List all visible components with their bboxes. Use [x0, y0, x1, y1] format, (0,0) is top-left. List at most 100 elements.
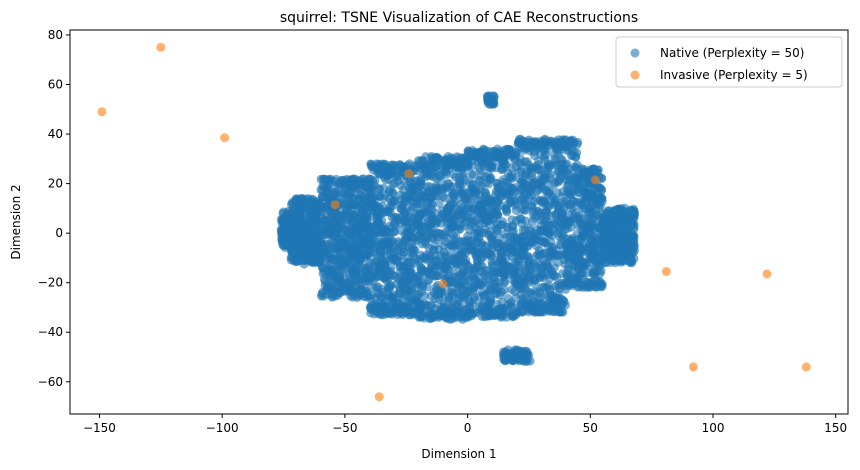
native-point — [487, 257, 497, 267]
native-point — [427, 233, 437, 242]
native-point — [499, 163, 509, 173]
native-point — [469, 282, 479, 292]
native-point — [414, 210, 424, 219]
native-point — [475, 200, 485, 210]
native-point — [455, 220, 465, 230]
native-point — [450, 272, 460, 282]
chart-title: squirrel: TSNE Visualization of CAE Reco… — [280, 10, 638, 26]
native-point — [385, 307, 395, 317]
native-point — [598, 256, 608, 265]
native-point — [382, 250, 392, 260]
native-point — [559, 138, 569, 148]
y-axis-ticks: −60 −40 −20 0 20 40 60 80 — [38, 28, 70, 389]
native-point — [303, 198, 312, 208]
native-point — [511, 206, 521, 215]
native-point — [393, 310, 403, 320]
x-tick-label: 150 — [824, 421, 847, 435]
native-point — [552, 188, 562, 198]
native-point — [488, 214, 498, 223]
native-point — [571, 214, 581, 224]
native-point — [407, 269, 417, 279]
native-point — [602, 232, 612, 242]
native-point — [477, 157, 487, 167]
native-point — [629, 220, 639, 229]
native-point — [336, 228, 345, 238]
native-point — [385, 207, 395, 217]
native-point — [485, 249, 495, 259]
native-point — [461, 194, 471, 204]
native-point — [375, 252, 384, 262]
native-point — [415, 299, 425, 309]
native-point — [442, 313, 452, 323]
native-point — [548, 138, 557, 148]
native-point — [415, 255, 425, 265]
native-point — [505, 243, 515, 253]
native-point — [414, 219, 424, 229]
native-point — [505, 197, 515, 207]
native-point — [510, 268, 519, 278]
native-point — [337, 175, 347, 185]
native-point — [482, 241, 492, 251]
native-point — [316, 291, 326, 301]
y-tick-label: 80 — [48, 28, 63, 42]
native-point — [515, 213, 525, 223]
native-point — [609, 245, 619, 255]
native-point — [345, 263, 355, 273]
native-point — [367, 253, 377, 263]
native-point — [346, 277, 356, 287]
native-point — [452, 162, 462, 172]
native-point — [364, 202, 374, 212]
native-point — [552, 250, 562, 260]
native-point — [598, 240, 608, 250]
native-point — [530, 300, 540, 310]
native-point — [530, 151, 539, 161]
invasive-point — [762, 269, 772, 279]
native-point — [356, 190, 366, 200]
native-point — [508, 311, 517, 321]
native-point — [375, 169, 385, 179]
native-point — [419, 192, 429, 201]
y-tick-label: 0 — [55, 226, 63, 240]
native-point — [554, 284, 564, 294]
native-point — [482, 208, 492, 218]
native-point — [287, 247, 297, 257]
native-point — [463, 311, 473, 321]
native-point — [414, 271, 424, 281]
native-point — [395, 218, 405, 228]
native-point — [285, 237, 295, 247]
native-point — [441, 233, 451, 243]
native-point — [459, 290, 469, 300]
native-point — [363, 183, 372, 193]
native-point — [526, 164, 536, 174]
native-point — [584, 282, 594, 292]
native-point — [536, 181, 545, 191]
native-point — [484, 95, 494, 105]
plot-frame — [69, 29, 849, 415]
native-point — [523, 349, 533, 359]
native-point — [532, 139, 542, 149]
native-point — [519, 251, 529, 261]
native-point — [430, 241, 439, 251]
native-point — [516, 283, 526, 293]
native-point — [540, 135, 550, 145]
native-point — [607, 211, 617, 221]
native-point — [469, 292, 479, 302]
invasive-points — [97, 42, 811, 402]
native-point — [437, 206, 447, 216]
native-point — [625, 205, 635, 215]
native-point — [531, 241, 541, 251]
native-point — [294, 219, 304, 229]
native-point — [505, 232, 515, 242]
native-point — [463, 231, 473, 241]
native-point — [539, 196, 549, 206]
native-point — [384, 241, 394, 251]
y-axis-label: Dimension 2 — [9, 184, 23, 259]
native-point — [572, 262, 582, 272]
native-point — [578, 182, 588, 192]
native-point — [476, 280, 486, 290]
native-point — [313, 237, 323, 247]
native-point — [516, 195, 526, 205]
native-point — [373, 282, 383, 292]
native-point — [371, 301, 381, 311]
y-tick-label: 20 — [48, 177, 63, 191]
